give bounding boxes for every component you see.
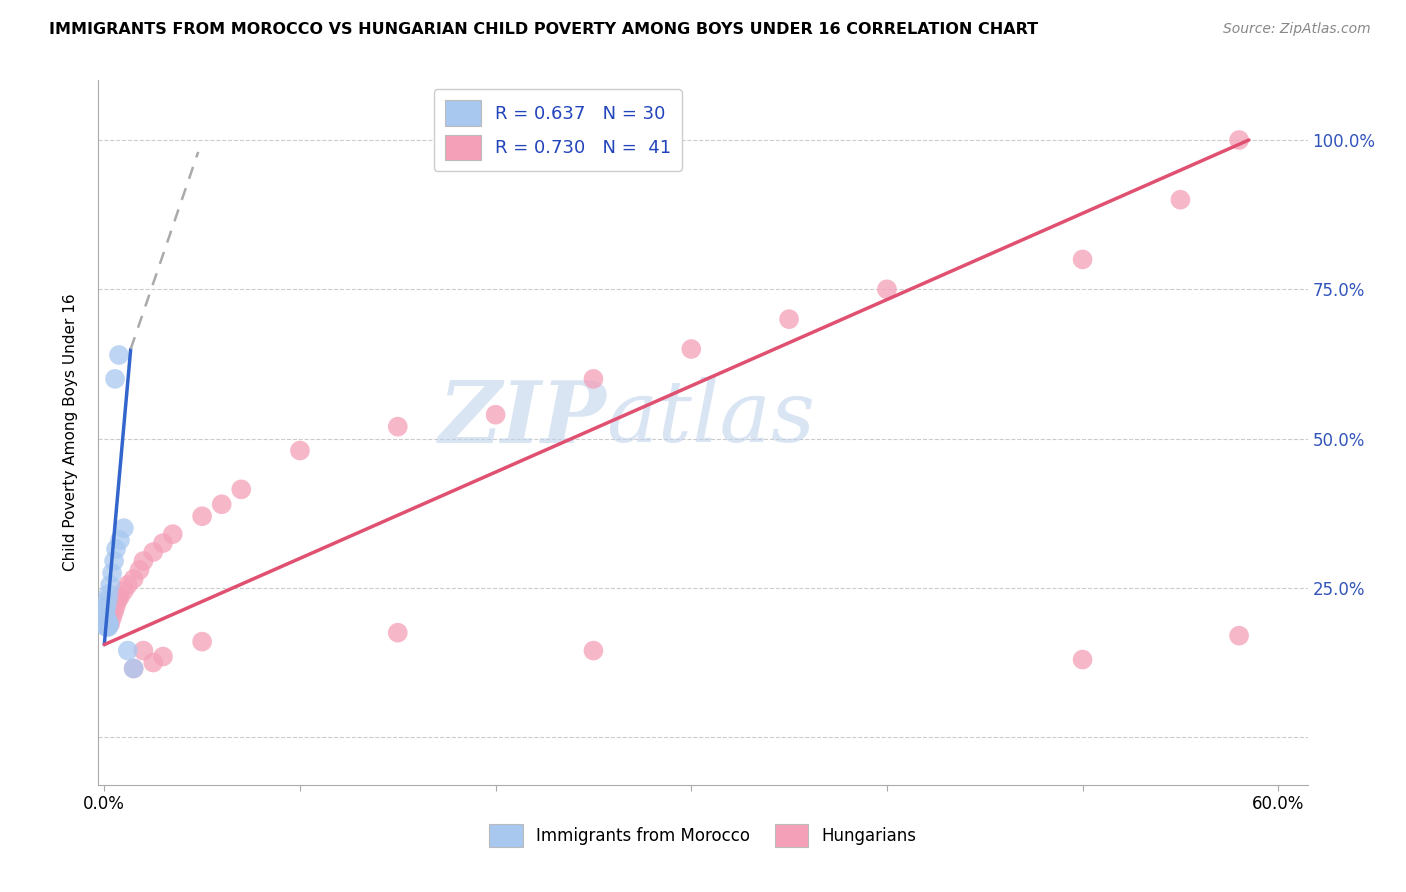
Point bbox=[231, 483, 253, 497]
Point bbox=[96, 616, 118, 631]
Point bbox=[94, 614, 117, 628]
Point bbox=[97, 616, 120, 631]
Point bbox=[191, 509, 214, 524]
Point bbox=[98, 616, 121, 631]
Point bbox=[191, 634, 214, 648]
Point bbox=[103, 554, 125, 568]
Point bbox=[94, 605, 117, 619]
Point bbox=[108, 533, 131, 548]
Point bbox=[1227, 629, 1250, 643]
Point bbox=[103, 605, 125, 619]
Point bbox=[876, 282, 898, 296]
Point bbox=[142, 656, 165, 670]
Point bbox=[96, 611, 118, 625]
Point bbox=[97, 620, 120, 634]
Text: Source: ZipAtlas.com: Source: ZipAtlas.com bbox=[1223, 22, 1371, 37]
Point bbox=[681, 342, 703, 356]
Point bbox=[97, 592, 120, 607]
Point bbox=[1227, 133, 1250, 147]
Point bbox=[96, 616, 118, 631]
Point bbox=[117, 578, 139, 592]
Point bbox=[97, 587, 120, 601]
Point bbox=[484, 408, 506, 422]
Point bbox=[94, 616, 117, 631]
Point bbox=[96, 620, 118, 634]
Point bbox=[94, 620, 117, 634]
Point bbox=[1071, 652, 1094, 666]
Point bbox=[101, 566, 124, 580]
Point bbox=[101, 611, 124, 625]
Point bbox=[152, 536, 174, 550]
Point bbox=[96, 614, 118, 628]
Legend: Immigrants from Morocco, Hungarians: Immigrants from Morocco, Hungarians bbox=[482, 817, 924, 855]
Text: atlas: atlas bbox=[606, 377, 815, 460]
Point bbox=[288, 443, 311, 458]
Point bbox=[96, 616, 118, 631]
Point bbox=[94, 611, 117, 625]
Point bbox=[122, 572, 145, 586]
Point bbox=[104, 372, 127, 386]
Point bbox=[108, 590, 131, 604]
Point bbox=[387, 419, 409, 434]
Point bbox=[97, 616, 120, 631]
Point bbox=[112, 583, 135, 598]
Point bbox=[96, 616, 118, 631]
Point bbox=[94, 602, 117, 616]
Point bbox=[98, 616, 121, 631]
Point bbox=[96, 599, 118, 613]
Point bbox=[152, 649, 174, 664]
Point bbox=[162, 527, 184, 541]
Point bbox=[582, 372, 605, 386]
Text: ZIP: ZIP bbox=[439, 376, 606, 460]
Point bbox=[117, 643, 139, 657]
Point bbox=[108, 348, 131, 362]
Point bbox=[98, 578, 121, 592]
Point bbox=[1071, 252, 1094, 267]
Point bbox=[142, 545, 165, 559]
Point bbox=[387, 625, 409, 640]
Point bbox=[132, 554, 155, 568]
Point bbox=[128, 563, 150, 577]
Y-axis label: Child Poverty Among Boys Under 16: Child Poverty Among Boys Under 16 bbox=[63, 293, 77, 572]
Point bbox=[211, 497, 233, 511]
Point bbox=[97, 620, 120, 634]
Point bbox=[582, 643, 605, 657]
Point bbox=[122, 661, 145, 675]
Point bbox=[105, 542, 128, 557]
Point bbox=[96, 614, 118, 628]
Point bbox=[98, 616, 121, 631]
Point bbox=[112, 521, 135, 535]
Text: IMMIGRANTS FROM MOROCCO VS HUNGARIAN CHILD POVERTY AMONG BOYS UNDER 16 CORRELATI: IMMIGRANTS FROM MOROCCO VS HUNGARIAN CHI… bbox=[49, 22, 1039, 37]
Point bbox=[105, 599, 128, 613]
Point bbox=[778, 312, 800, 326]
Point bbox=[1170, 193, 1192, 207]
Point bbox=[107, 592, 129, 607]
Point bbox=[94, 611, 117, 625]
Point bbox=[94, 616, 117, 631]
Point bbox=[132, 643, 155, 657]
Point bbox=[122, 661, 145, 675]
